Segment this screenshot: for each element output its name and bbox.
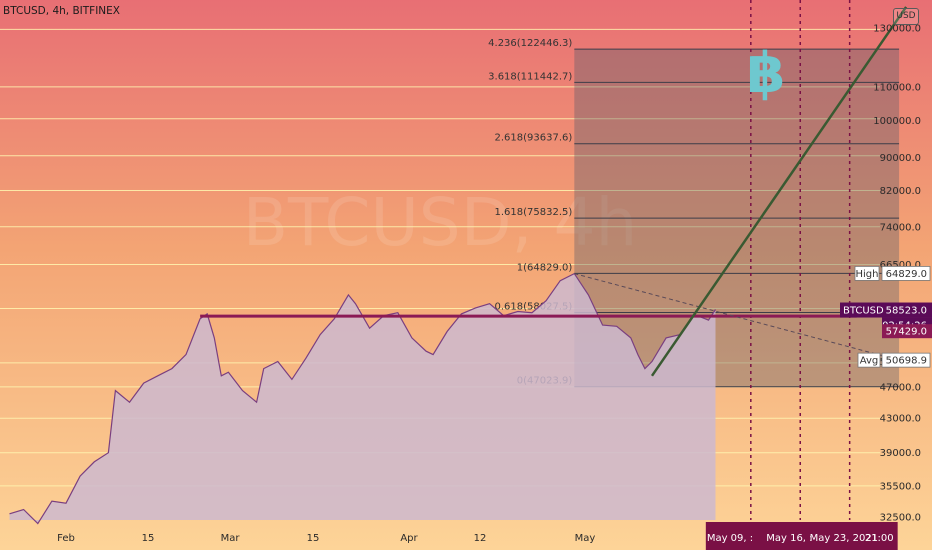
fib-level-label: 1.618(75832.5) (495, 207, 573, 218)
price-tick-label: 74000.0 (880, 222, 921, 233)
price-tick-label: 35500.0 (880, 481, 921, 492)
price-area-fill (9, 273, 716, 524)
avg-tag (857, 352, 881, 368)
currency-button[interactable]: USD (893, 8, 919, 25)
price-tick-label: 100000.0 (873, 116, 921, 127)
current-symbol: BTCUSD (843, 306, 884, 317)
dashed-trend-line (574, 273, 900, 361)
price-labels: High64829.0BTCUSD58523.002:54:2657429.0A… (705, 266, 932, 550)
current-price-value: 58523.0 (886, 306, 927, 317)
time-tick-label: 15 (307, 533, 320, 544)
time-tick-label: May (575, 533, 596, 544)
time-tick-label: Apr (400, 533, 418, 544)
date-marker-label: May 09, : (707, 533, 753, 544)
price-area (9, 272, 717, 525)
fib-level-label: 4.236(122446.3) (488, 38, 572, 49)
price-tick-label: 90000.0 (880, 153, 921, 164)
time-tick-label: Mar (221, 533, 241, 544)
drawing-lines (200, 6, 908, 377)
price-tick-label: 47000.0 (880, 382, 921, 393)
time-range-box (705, 522, 898, 550)
resistance-value: 57429.0 (886, 327, 927, 338)
price-tick-label: 39000.0 (880, 448, 921, 459)
high-value: 64829.0 (886, 269, 927, 280)
price-tick-label: 66500.0 (880, 260, 921, 271)
current-price-box (840, 302, 932, 318)
price-tick-label: 43000.0 (880, 414, 921, 425)
high-value-box (881, 266, 931, 281)
price-tick-label: 82000.0 (880, 186, 921, 197)
time-tick-label: Feb (57, 533, 75, 544)
price-tick-label: 32500.0 (880, 513, 921, 524)
high-tag (854, 266, 880, 281)
price-tick-label: 130000.0 (873, 24, 921, 35)
avg-value-box (881, 352, 931, 368)
bitcoin-logo-icon: ฿ (747, 41, 786, 106)
resistance-value-box (882, 324, 932, 339)
fib-level-label: 1(64829.0) (517, 262, 573, 273)
price-tick-label: 110000.0 (873, 82, 921, 93)
bitcoin-symbol: ฿ (747, 41, 786, 106)
avg-value: 50698.9 (886, 356, 927, 367)
fib-level-label: 0.618(58027.5) (495, 302, 573, 313)
price-line (9, 272, 717, 525)
time-tick-label: 12 (474, 533, 487, 544)
fib-level-label: 2.618(93637.6) (495, 133, 573, 144)
date-marker-label: May 16, : (766, 533, 812, 544)
date-marker-label: May 23, 2021 (810, 533, 878, 544)
time-label-tail: 21:00 (865, 533, 894, 544)
fib-extension: 4.236(122446.3) 3.618(111442.7) 2.618(9363… (488, 38, 900, 388)
chart-title: BTCUSD, 4h, BITFINEX (3, 5, 120, 17)
high-tag-label: High (856, 269, 879, 280)
date-marker-lines (750, 0, 851, 520)
trend-line (650, 6, 908, 377)
fib-level-label: 3.618(111442.7) (488, 71, 572, 82)
avg-tag-label: Avg (860, 356, 879, 367)
watermark: BTCUSD, 4h (243, 184, 638, 261)
time-tick-label: 15 (142, 533, 155, 544)
